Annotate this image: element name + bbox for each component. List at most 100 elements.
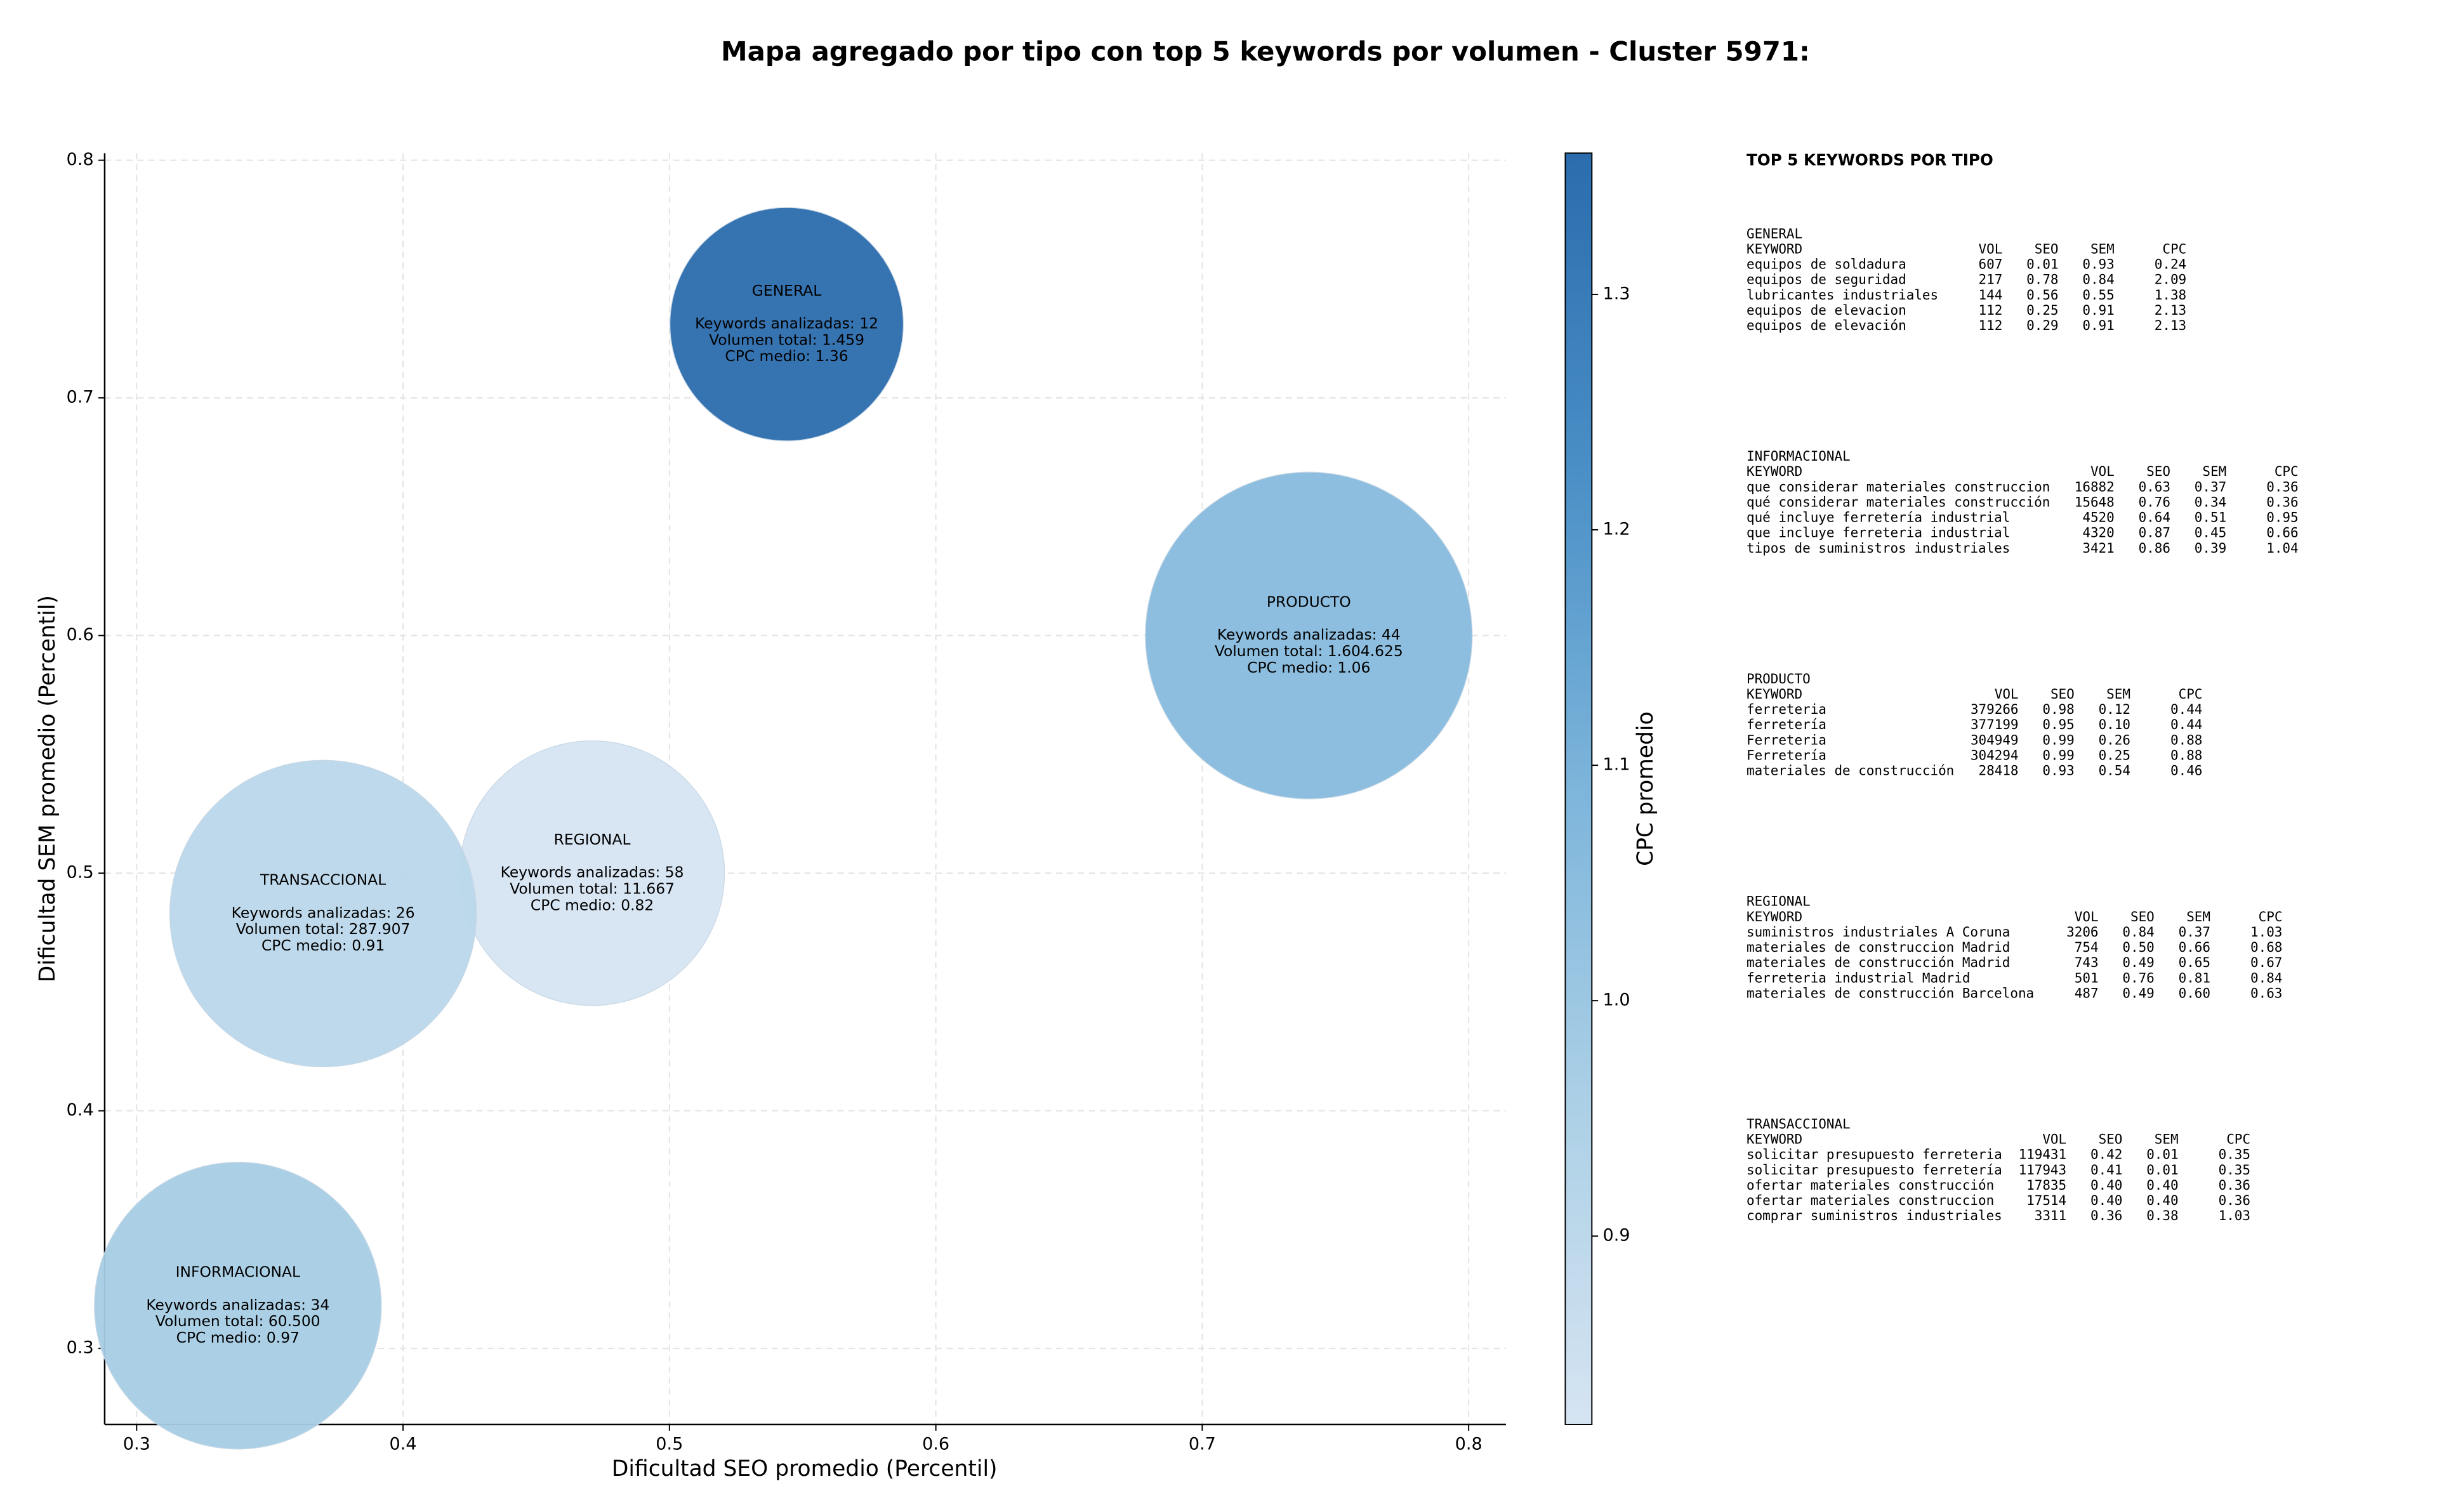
metric-cell: 0.93	[2042, 763, 2074, 779]
metric-cell: 15648	[2075, 494, 2115, 509]
metric-cell: 754	[2075, 940, 2099, 955]
metric-cell: 0.38	[2146, 1208, 2178, 1223]
bubble-label: Volumen total: 11.667	[510, 879, 675, 897]
metric-cell: 379266	[1971, 702, 2019, 717]
metric-cell: 0.78	[2026, 272, 2058, 287]
y-tick-label: 0.4	[67, 1100, 94, 1120]
bubble-label: CPC medio: 1.06	[1247, 659, 1370, 676]
panel-title: TOP 5 KEYWORDS POR TIPO	[1747, 151, 1993, 169]
metric-cell: 0.64	[2139, 510, 2170, 525]
metric-cell: 0.84	[2250, 970, 2282, 985]
metric-cell: 501	[2075, 970, 2099, 985]
x-tick-label: 0.7	[1189, 1435, 1216, 1454]
chart-title: Mapa agregado por tipo con top 5 keyword…	[721, 36, 1810, 67]
metric-cell: 0.81	[2179, 970, 2210, 985]
metric-cell: 0.67	[2250, 955, 2282, 970]
metric-cell: 0.35	[2219, 1147, 2250, 1162]
metric-cell: 0.40	[2090, 1193, 2122, 1208]
column-header: KEYWORD	[1747, 687, 1802, 702]
metric-cell: 0.01	[2146, 1147, 2178, 1162]
metric-cell: 2.09	[2155, 272, 2186, 287]
column-header: SEO	[2099, 1132, 2123, 1147]
metric-cell: 0.37	[2195, 479, 2226, 494]
metric-cell: 0.29	[2026, 318, 2058, 333]
metric-cell: 2.13	[2155, 318, 2186, 333]
bubble-label: Keywords analizadas: 34	[146, 1296, 329, 1313]
metric-cell: 0.36	[2266, 494, 2298, 509]
group-name: GENERAL	[1747, 226, 1802, 241]
column-header: SEO	[2035, 241, 2059, 256]
bubble-label: Volumen total: 1.604.625	[1215, 642, 1403, 660]
colorbar-label: CPC promedio	[1633, 711, 1658, 865]
column-header: CPC	[2179, 687, 2203, 702]
metric-cell: 0.36	[2219, 1178, 2250, 1193]
metric-cell: 1.38	[2155, 287, 2186, 303]
metric-cell: 217	[1979, 272, 2003, 287]
x-tick-label: 0.5	[656, 1435, 683, 1454]
bubble-label: Keywords analizadas: 26	[232, 904, 415, 921]
bubble-label: Volumen total: 287.907	[236, 920, 411, 938]
keyword-cell: ferreteria industrial Madrid	[1747, 970, 1970, 985]
metric-cell: 0.49	[2122, 985, 2154, 1001]
metric-cell: 0.63	[2250, 985, 2282, 1001]
metric-cell: 0.99	[2042, 747, 2074, 763]
y-tick-label: 0.6	[67, 625, 94, 645]
metric-cell: 28418	[1979, 763, 2019, 779]
metric-cell: 304949	[1971, 732, 2019, 747]
keyword-cell: Ferretería	[1747, 747, 1826, 763]
colorbar-tick-label: 1.3	[1603, 284, 1630, 303]
group-name: INFORMACIONAL	[1747, 449, 1851, 464]
y-axis-label: Dificultad SEM promedio (Percentil)	[35, 595, 60, 982]
keyword-cell: solicitar presupuesto ferreteria	[1747, 1147, 2002, 1162]
bubble	[1145, 471, 1473, 799]
metric-cell: 743	[2075, 955, 2099, 970]
metric-cell: 304294	[1971, 747, 2019, 763]
keyword-cell: solicitar presupuesto ferretería	[1747, 1162, 2002, 1178]
metric-cell: 144	[1979, 287, 2003, 303]
metric-cell: 2.13	[2155, 303, 2186, 318]
keyword-cell: ofertar materiales construcción	[1747, 1178, 1994, 1193]
metric-cell: 0.65	[2179, 955, 2210, 970]
bubble-name: INFORMACIONAL	[176, 1263, 300, 1281]
bubble-label: Volumen total: 1.459	[709, 331, 864, 348]
metric-cell: 0.54	[2099, 763, 2130, 779]
metric-cell: 0.42	[2090, 1147, 2122, 1162]
bubble-label: Keywords analizadas: 12	[695, 315, 878, 332]
colorbar-tick-label: 1.0	[1603, 990, 1630, 1010]
metric-cell: 0.60	[2179, 985, 2210, 1001]
metric-cell: 0.84	[2082, 272, 2114, 287]
keyword-cell: equipos de elevacion	[1747, 303, 1906, 318]
metric-cell: 0.01	[2026, 257, 2058, 272]
metric-cell: 0.88	[2170, 732, 2202, 747]
keyword-cell: que incluye ferreteria industrial	[1747, 525, 2010, 541]
column-header: VOL	[1979, 241, 2003, 256]
metric-cell: 607	[1979, 257, 2003, 272]
metric-cell: 0.24	[2155, 257, 2186, 272]
bubble-label: CPC medio: 0.82	[531, 896, 654, 914]
metric-cell: 0.40	[2090, 1178, 2122, 1193]
keyword-cell: materiales de construcción Madrid	[1747, 955, 2010, 970]
group-name: REGIONAL	[1747, 894, 1811, 909]
column-header: CPC	[2259, 909, 2283, 924]
keyword-cell: equipos de soldadura	[1747, 257, 1906, 272]
metric-cell: 0.44	[2170, 702, 2202, 717]
column-header: VOL	[2075, 909, 2099, 924]
metric-cell: 0.98	[2042, 702, 2074, 717]
x-tick-label: 0.8	[1455, 1435, 1483, 1454]
x-tick-label: 0.4	[390, 1435, 417, 1454]
metric-cell: 0.66	[2179, 940, 2210, 955]
keyword-cell: ferretería	[1747, 717, 1826, 732]
keyword-cell: materiales de construccion Madrid	[1747, 940, 2010, 955]
colorbar-tick-label: 1.1	[1603, 755, 1630, 775]
bubble	[670, 207, 904, 442]
column-header: CPC	[2275, 464, 2299, 479]
keyword-cell: suministros industriales A Coruna	[1747, 924, 2010, 940]
metric-cell: 0.87	[2139, 525, 2170, 541]
metric-cell: 0.41	[2090, 1162, 2122, 1178]
keyword-cell: equipos de seguridad	[1747, 272, 1906, 287]
column-header: SEM	[2202, 464, 2226, 479]
bubble-label: CPC medio: 0.91	[261, 937, 385, 954]
metric-cell: 0.56	[2026, 287, 2058, 303]
bubble-name: REGIONAL	[554, 831, 631, 848]
